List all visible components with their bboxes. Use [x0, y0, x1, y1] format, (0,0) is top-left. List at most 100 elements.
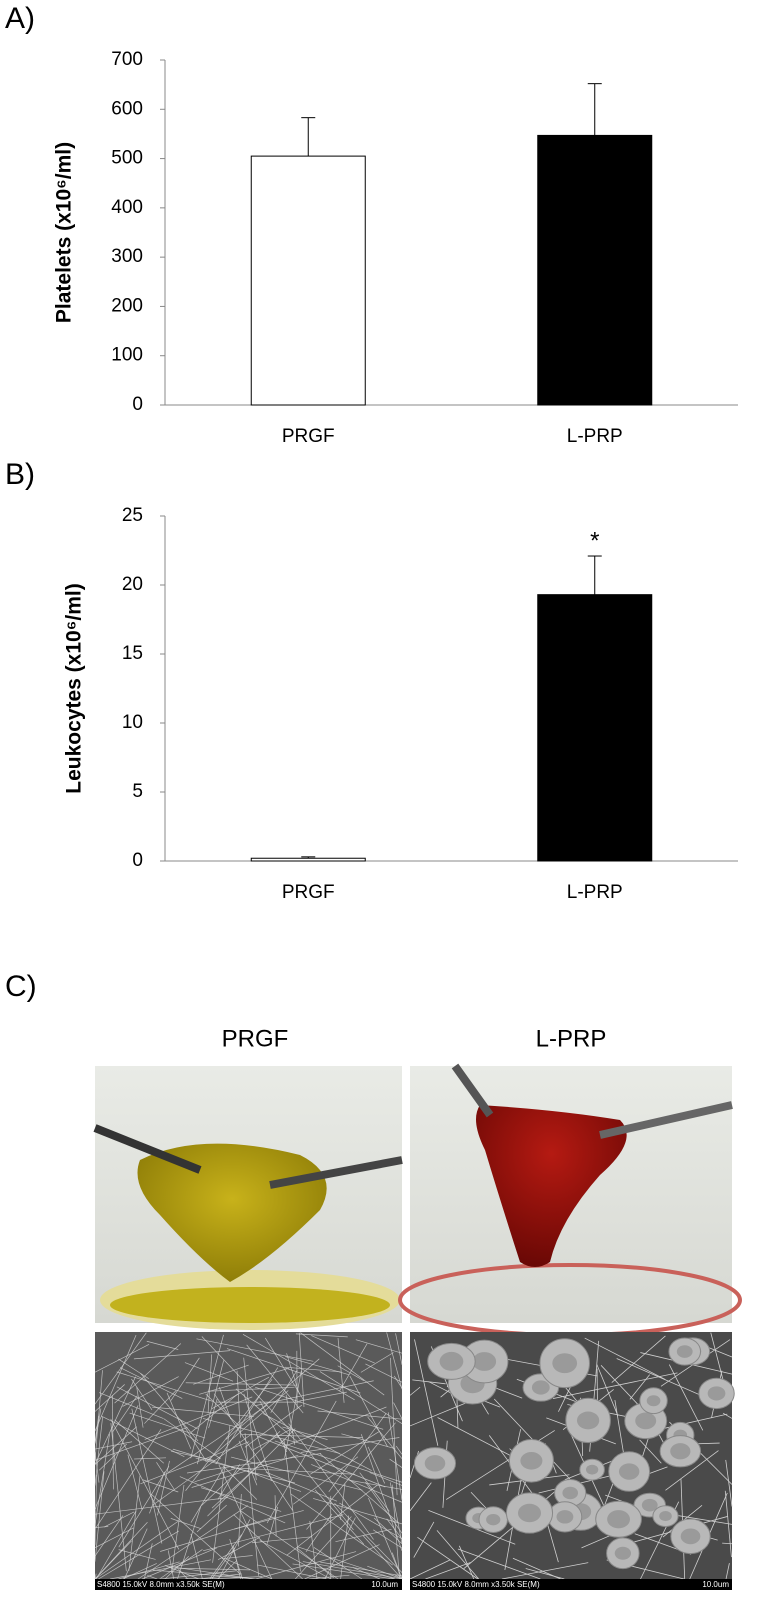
- fiber: [133, 1350, 231, 1360]
- bar: [250, 155, 366, 406]
- fiber: [94, 1415, 99, 1443]
- fiber: [119, 1367, 183, 1399]
- cell-dimple: [424, 1455, 446, 1472]
- fiber: [367, 1565, 403, 1580]
- y-tick-label: 500: [111, 148, 143, 169]
- fiber: [286, 1484, 378, 1556]
- cell-dimple: [556, 1510, 574, 1524]
- y-tick-label: 5: [132, 781, 143, 802]
- fiber: [196, 1504, 227, 1533]
- fiber: [293, 1456, 359, 1505]
- fiber: [242, 1334, 355, 1401]
- fiber: [94, 1497, 228, 1515]
- fiber: [143, 1543, 153, 1580]
- fiber: [127, 1454, 143, 1510]
- fiber: [144, 1390, 177, 1424]
- fiber: [254, 1380, 374, 1407]
- fiber: [94, 1370, 103, 1461]
- fiber: [168, 1565, 254, 1580]
- fiber: [156, 1462, 175, 1490]
- fiber: [112, 1395, 114, 1490]
- cell-dimple: [562, 1486, 579, 1500]
- fiber: [146, 1340, 179, 1350]
- fiber: [231, 1467, 356, 1475]
- fiber: [131, 1378, 153, 1411]
- fiber: [319, 1453, 400, 1524]
- photo-prgf: [93, 1066, 403, 1330]
- fiber: [136, 1387, 144, 1428]
- fiber: [191, 1454, 299, 1488]
- fiber: [190, 1393, 238, 1433]
- fiber: [94, 1405, 139, 1510]
- fiber: [218, 1387, 232, 1420]
- fiber: [413, 1521, 435, 1558]
- fiber: [253, 1429, 290, 1450]
- fiber: [724, 1490, 732, 1558]
- fiber: [254, 1386, 384, 1430]
- fiber: [116, 1371, 214, 1402]
- fiber: [222, 1465, 258, 1500]
- fiber: [319, 1371, 403, 1425]
- fiber: [233, 1514, 303, 1580]
- y-tick-label: 600: [111, 98, 143, 119]
- fiber: [525, 1568, 565, 1580]
- y-tick-label: 300: [111, 246, 143, 267]
- fiber: [211, 1459, 266, 1509]
- fiber: [362, 1535, 403, 1580]
- cell-dimple: [531, 1380, 550, 1395]
- fiber: [251, 1536, 312, 1544]
- fiber: [349, 1480, 403, 1490]
- fiber: [285, 1394, 296, 1445]
- fiber: [365, 1363, 403, 1383]
- fiber: [337, 1365, 365, 1381]
- fiber: [409, 1386, 421, 1396]
- fiber: [335, 1528, 392, 1543]
- fiber: [295, 1516, 352, 1580]
- fiber: [309, 1520, 318, 1580]
- fiber: [94, 1474, 97, 1545]
- cell-dimple: [472, 1352, 497, 1371]
- fiber: [285, 1366, 341, 1373]
- fiber: [339, 1343, 368, 1392]
- fiber: [94, 1471, 105, 1562]
- bar: [537, 134, 653, 406]
- fiber: [629, 1374, 650, 1400]
- fiber: [94, 1526, 109, 1529]
- cell-dimple: [585, 1464, 599, 1475]
- y-tick-label: 400: [111, 197, 143, 218]
- fiber: [320, 1561, 403, 1577]
- fiber: [394, 1574, 403, 1580]
- y-tick-label: 200: [111, 295, 143, 316]
- fiber: [409, 1482, 432, 1512]
- cell-dimple: [635, 1412, 657, 1430]
- fiber: [240, 1510, 339, 1580]
- cell-dimple: [520, 1451, 543, 1470]
- fiber: [123, 1528, 148, 1580]
- fiber: [395, 1445, 403, 1455]
- fiber: [118, 1549, 156, 1560]
- fiber: [142, 1479, 179, 1493]
- fiber: [665, 1450, 719, 1491]
- sem-caption: S4800 15.0kV 8.0mm x3.50k SE(M): [412, 1580, 540, 1589]
- caption-bar: [95, 1579, 402, 1590]
- fiber: [246, 1344, 304, 1414]
- fiber: [185, 1379, 273, 1491]
- fiber: [283, 1406, 387, 1447]
- fiber: [112, 1395, 138, 1433]
- fiber: [360, 1434, 403, 1552]
- fiber: [389, 1482, 403, 1544]
- fiber: [639, 1439, 662, 1464]
- fiber: [208, 1386, 295, 1392]
- fiber: [311, 1464, 403, 1503]
- fiber: [373, 1517, 403, 1545]
- cell-dimple: [680, 1528, 701, 1545]
- fiber: [149, 1471, 165, 1514]
- fiber: [176, 1567, 251, 1571]
- fiber: [178, 1569, 188, 1580]
- fiber: [114, 1343, 182, 1404]
- fiber: [167, 1404, 268, 1473]
- fiber: [725, 1459, 733, 1507]
- cell-dimple: [641, 1498, 658, 1512]
